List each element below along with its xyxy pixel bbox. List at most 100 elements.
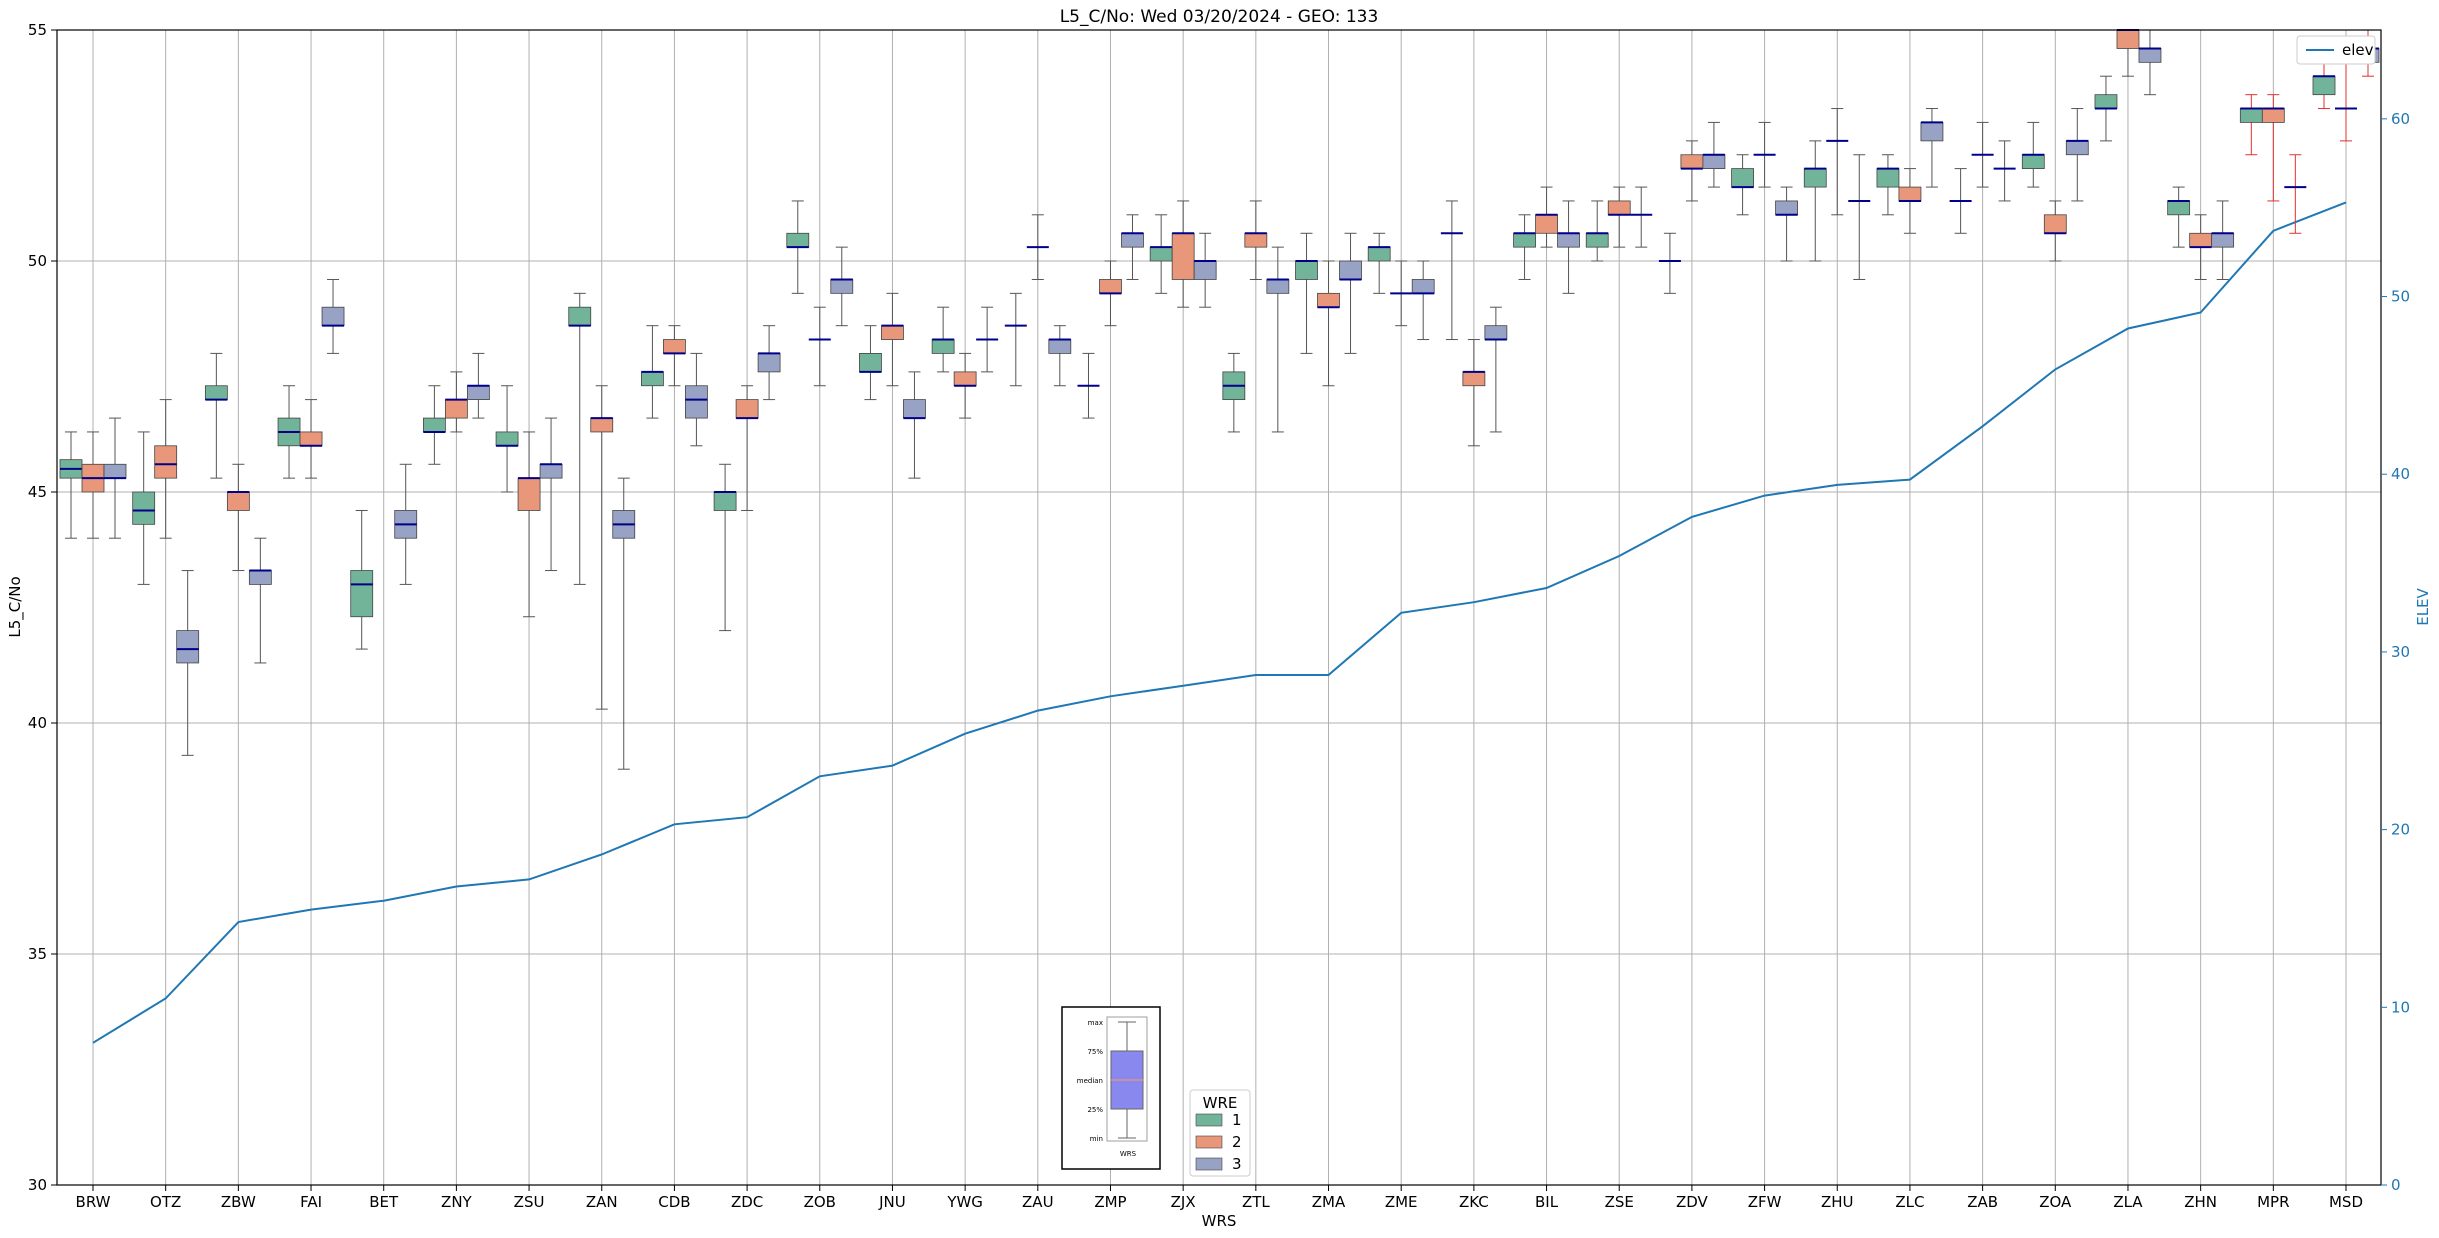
box-ywg-wre1 bbox=[931, 306, 955, 373]
iqr-box bbox=[1535, 214, 1558, 234]
x-tick-label-zhu: ZHU bbox=[1821, 1193, 1854, 1211]
box-zmp-wre1 bbox=[1077, 352, 1100, 419]
iqr-box bbox=[1317, 292, 1340, 308]
box-jnu-wre3 bbox=[903, 371, 926, 479]
wre-legend-title: WRE bbox=[1203, 1094, 1238, 1112]
box-zhn-wre3 bbox=[2211, 200, 2235, 280]
explainer-label-3: 25% bbox=[1087, 1106, 1103, 1114]
wre-legend-entries: 1 2 3 bbox=[1195, 1111, 1242, 1173]
elev-legend: elev bbox=[2296, 35, 2376, 65]
box-brw-wre2 bbox=[81, 431, 105, 539]
box-zny-wre1 bbox=[422, 385, 446, 465]
box-zhu-wre3 bbox=[1848, 154, 1871, 280]
wre-legend-label-3: 3 bbox=[1232, 1155, 1242, 1173]
x-tick-label-zjx: ZJX bbox=[1171, 1193, 1196, 1211]
iqr-box bbox=[132, 491, 156, 525]
x-tick-label-bet: BET bbox=[369, 1193, 399, 1211]
box-mpr-wre3 bbox=[2284, 154, 2307, 234]
elev-legend-label: elev bbox=[2342, 41, 2374, 59]
x-tick-label-zab: ZAB bbox=[1967, 1193, 1998, 1211]
x-tick-label-brw: BRW bbox=[76, 1193, 111, 1211]
y2-axis-label: ELEV bbox=[2414, 587, 2432, 625]
iqr-box bbox=[1193, 260, 1217, 280]
iqr-box bbox=[663, 339, 686, 354]
iqr-box bbox=[154, 445, 178, 479]
explainer-label-4: min bbox=[1090, 1135, 1103, 1143]
elev-legend-frame bbox=[2296, 35, 2376, 65]
iqr-box bbox=[713, 491, 737, 511]
box-zoa-wre2 bbox=[2043, 200, 2067, 262]
box-fai-wre2 bbox=[299, 399, 323, 479]
iqr-box bbox=[953, 371, 977, 387]
box-zny-wre3 bbox=[466, 352, 490, 419]
iqr-box bbox=[103, 463, 127, 479]
y2-tick-label-50: 50 bbox=[2391, 288, 2410, 306]
box-zme-wre3 bbox=[1411, 260, 1435, 341]
iqr-box bbox=[422, 417, 446, 433]
box-zse-wre1 bbox=[1585, 200, 1609, 262]
box-zsu-wre1 bbox=[495, 385, 519, 493]
iqr-box bbox=[2261, 108, 2285, 123]
box-ztl-wre1 bbox=[1222, 352, 1246, 433]
box-zme-wre1 bbox=[1367, 232, 1391, 294]
box-zfw-wre2 bbox=[1753, 121, 1776, 188]
explainer-label-2: median bbox=[1077, 1077, 1103, 1085]
box-zau-wre1 bbox=[1004, 292, 1027, 387]
iqr-box bbox=[1266, 279, 1290, 294]
x-tick-label-zob: ZOB bbox=[804, 1193, 836, 1211]
iqr-box bbox=[859, 352, 882, 373]
iqr-box bbox=[1513, 232, 1536, 248]
box-zla-wre2 bbox=[2116, 29, 2140, 77]
explainer-caption: WRS bbox=[1120, 1150, 1137, 1158]
chart-title: L5_C/No: Wed 03/20/2024 - GEO: 133 bbox=[1060, 7, 1379, 27]
iqr-box bbox=[1244, 232, 1268, 248]
y-tick-label-50: 50 bbox=[28, 252, 47, 270]
iqr-box bbox=[1731, 168, 1754, 188]
iqr-box bbox=[2211, 232, 2235, 248]
iqr-box bbox=[2138, 48, 2162, 63]
box-zla-wre1 bbox=[2094, 75, 2118, 142]
box-zob-wre1 bbox=[786, 200, 810, 294]
y-axis-right: 0 10 20 30 40 50 60 bbox=[2381, 110, 2410, 1194]
iqr-box bbox=[786, 232, 810, 248]
box-zob-wre3 bbox=[830, 246, 854, 327]
iqr-box bbox=[1295, 260, 1318, 280]
box-zdc-wre1 bbox=[713, 463, 737, 632]
x-tick-label-zma: ZMA bbox=[1312, 1193, 1346, 1211]
box-zhn-wre1 bbox=[2167, 186, 2191, 248]
iqr-box bbox=[2043, 214, 2067, 234]
wre-legend-label-2: 2 bbox=[1232, 1133, 1242, 1151]
box-otz-wre1 bbox=[132, 431, 156, 585]
iqr-box bbox=[1121, 232, 1144, 248]
iqr-box bbox=[248, 570, 272, 585]
box-ywg-wre3 bbox=[976, 306, 999, 373]
x-axis-label: WRS bbox=[1202, 1212, 1237, 1230]
iqr-box bbox=[1484, 325, 1508, 340]
iqr-box bbox=[1775, 200, 1798, 216]
box-bil-wre2 bbox=[1535, 186, 1558, 248]
box-cdb-wre3 bbox=[685, 352, 708, 447]
box-zdv-wre3 bbox=[1702, 121, 1726, 188]
box-brw-wre3 bbox=[103, 417, 127, 539]
box-zkc-wre1 bbox=[1440, 200, 1463, 341]
iqr-box bbox=[568, 306, 592, 327]
box-zoa-wre1 bbox=[2021, 121, 2045, 188]
box-zse-wre2 bbox=[1607, 186, 1631, 248]
iqr-box bbox=[2116, 29, 2140, 49]
iqr-box bbox=[539, 463, 563, 479]
box-zmp-wre3 bbox=[1121, 214, 1144, 280]
x-tick-label-zan: ZAN bbox=[586, 1193, 618, 1211]
explainer-label-1: 75% bbox=[1087, 1048, 1103, 1056]
y-tick-label-35: 35 bbox=[28, 945, 47, 963]
iqr-box bbox=[321, 306, 345, 327]
box-zhu-wre2 bbox=[1826, 108, 1849, 216]
box-zau-wre3 bbox=[1048, 325, 1072, 387]
iqr-box bbox=[176, 630, 200, 664]
iqr-box bbox=[757, 352, 781, 373]
box-ywg-wre2 bbox=[953, 352, 977, 419]
box-zma-wre1 bbox=[1295, 232, 1318, 354]
box-zmp-wre2 bbox=[1099, 260, 1122, 327]
box-brw-wre1 bbox=[59, 431, 83, 539]
iqr-box bbox=[931, 339, 955, 354]
wre-legend: WRE 1 2 3 bbox=[1189, 1089, 1251, 1177]
